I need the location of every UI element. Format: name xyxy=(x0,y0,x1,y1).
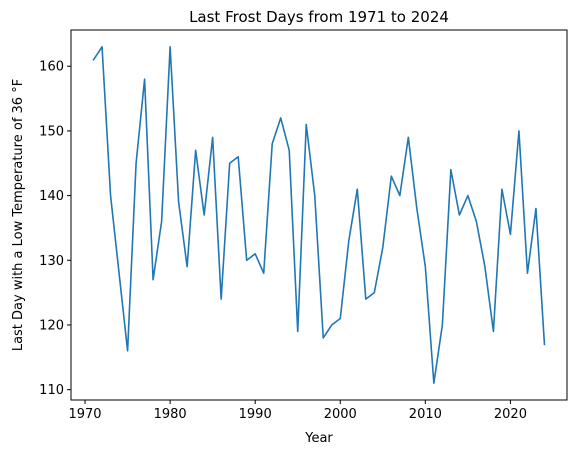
y-tick-label: 110 xyxy=(39,383,64,398)
plot-area xyxy=(71,30,567,400)
x-axis: 1970 1980 1990 2000 2010 2020 xyxy=(68,400,527,422)
x-tick-label: 1980 xyxy=(154,407,187,422)
y-tick-label: 160 xyxy=(39,60,64,75)
y-tick-label: 140 xyxy=(39,189,64,204)
chart-title: Last Frost Days from 1971 to 2024 xyxy=(189,8,449,26)
y-axis-label: Last Day with a Low Temperature of 36 °F xyxy=(11,79,26,351)
y-tick-label: 120 xyxy=(39,318,64,333)
x-tick-label: 1970 xyxy=(68,407,101,422)
y-tick-label: 130 xyxy=(39,254,64,269)
x-tick-label: 1990 xyxy=(239,407,272,422)
series-line xyxy=(92,46,546,384)
x-tick-label: 2020 xyxy=(494,407,527,422)
x-axis-label: Year xyxy=(304,431,333,446)
x-tick-label: 2010 xyxy=(409,407,442,422)
y-tick-label: 150 xyxy=(39,124,64,139)
x-tick-label: 2000 xyxy=(324,407,357,422)
plot-marks xyxy=(92,46,546,384)
y-axis: 110 120 130 140 150 160 xyxy=(39,60,71,398)
plot-border xyxy=(70,29,568,401)
